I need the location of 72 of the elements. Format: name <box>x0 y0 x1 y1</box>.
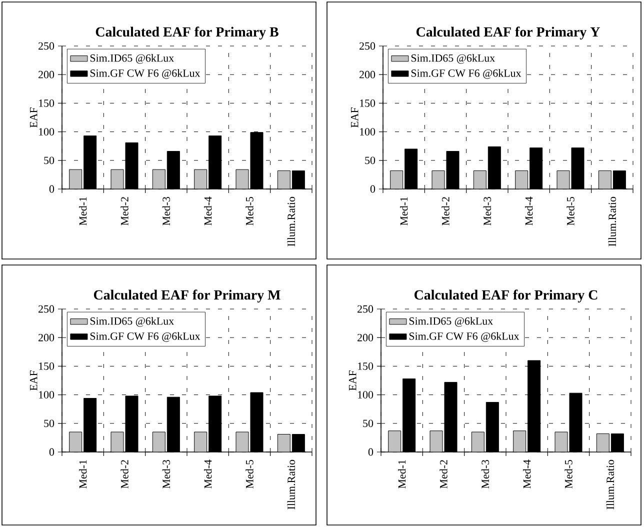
y-tick-label: 200 <box>38 70 54 78</box>
legend-label: Sim.ID65 @6kLux <box>411 54 495 64</box>
legend-label: Sim.GF CW F6 @6kLux <box>411 69 522 79</box>
y-axis-title: EAF <box>350 108 358 128</box>
y-axis-title: EAF <box>348 370 356 391</box>
y-tick-label: 50 <box>44 156 54 164</box>
x-tick-label: Med-1 <box>78 460 87 488</box>
y-tick-label: 200 <box>38 334 54 342</box>
bar <box>152 432 166 452</box>
y-tick-label: 200 <box>358 334 374 342</box>
x-tick-label: Illum.Ratio <box>608 196 616 246</box>
x-tick-label: Med-4 <box>204 460 212 488</box>
y-tick-label: 250 <box>38 42 54 50</box>
bar <box>513 430 526 452</box>
x-tick-label: Med-5 <box>246 460 254 488</box>
legend-label: Sim.GF CW F6 @6kLux <box>90 332 200 342</box>
legend-label: Sim.ID65 @6kLux <box>90 317 174 327</box>
bar <box>388 430 402 452</box>
bar <box>69 432 82 452</box>
chart-title: Calculated EAF for Primary B <box>96 26 278 40</box>
y-tick-label: 150 <box>358 362 374 370</box>
chart-title: Calculated EAF for Primary M <box>94 290 280 303</box>
x-tick-label: Med-5 <box>566 196 574 226</box>
chart-title: Calculated EAF for Primary Y <box>416 26 600 40</box>
y-axis-title: EAF <box>30 370 38 391</box>
x-tick-label: Illum.Ratio <box>606 460 614 510</box>
x-tick-label: Med-1 <box>78 197 87 226</box>
x-tick-label: Illum.Ratio <box>287 196 296 246</box>
y-tick-label: 0 <box>368 448 374 456</box>
y-tick-label: 100 <box>39 391 54 398</box>
y-tick-label: 50 <box>363 420 374 428</box>
x-tick-label: Med-4 <box>524 196 533 226</box>
y-tick-label: 150 <box>360 100 376 107</box>
legend-label: Sim.GF CW F6 @6kLux <box>90 69 200 79</box>
y-tick-label: 100 <box>358 391 374 398</box>
y-tick-label: 0 <box>370 185 376 193</box>
x-tick-label: Med-3 <box>483 196 492 226</box>
x-tick-label: Med-1 <box>398 460 406 488</box>
y-tick-label: 250 <box>358 305 374 313</box>
x-tick-label: Med-4 <box>522 460 531 488</box>
y-tick-label: 150 <box>39 362 54 370</box>
y-tick-label: 0 <box>49 185 54 193</box>
y-tick-label: 150 <box>39 100 54 107</box>
y-tick-label: 0 <box>49 448 54 456</box>
y-axis-title: EAF <box>30 108 38 128</box>
bar <box>471 432 484 452</box>
y-tick-label: 50 <box>44 420 54 428</box>
legend-label: Sim.ID65 @6kLux <box>90 54 174 64</box>
y-tick-label: 200 <box>360 70 376 78</box>
x-tick-label: Med-1 <box>400 197 408 226</box>
x-tick-label: Med-5 <box>564 460 572 488</box>
x-tick-label: Med-3 <box>481 460 490 488</box>
y-tick-label: 250 <box>38 305 54 313</box>
x-tick-label: Med-2 <box>440 460 448 488</box>
x-tick-label: Med-2 <box>442 197 450 226</box>
x-tick-label: Med-4 <box>204 196 212 226</box>
bar <box>194 432 208 452</box>
x-tick-label: Med-2 <box>120 197 128 226</box>
x-tick-label: Med-3 <box>162 196 170 226</box>
x-tick-label: Med-3 <box>162 460 170 488</box>
bar <box>277 434 290 452</box>
chart-title: Calculated EAF for Primary C <box>414 290 598 303</box>
bar <box>596 433 610 452</box>
x-tick-label: Illum.Ratio <box>287 460 296 510</box>
y-tick-label: 50 <box>365 156 376 164</box>
x-tick-label: Med-5 <box>246 196 254 226</box>
legend-label: Sim.GF CW F6 @6kLux <box>409 332 520 342</box>
y-tick-label: 100 <box>39 128 54 136</box>
y-tick-label: 250 <box>360 42 376 50</box>
legend-label: Sim.ID65 @6kLux <box>409 317 493 327</box>
y-tick-label: 100 <box>360 128 376 136</box>
x-tick-label: Med-2 <box>120 460 128 488</box>
